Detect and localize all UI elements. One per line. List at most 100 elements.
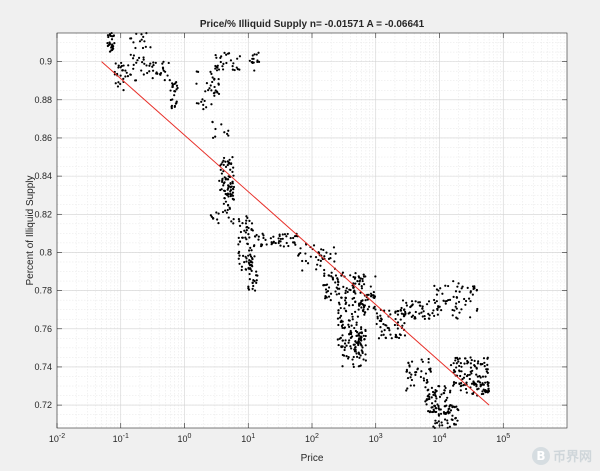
data-point: [478, 374, 481, 378]
data-point: [439, 287, 442, 290]
data-point: [472, 382, 476, 385]
data-point: [132, 67, 135, 70]
data-point: [173, 104, 176, 108]
data-point: [457, 282, 460, 285]
data-point: [152, 61, 155, 64]
data-point: [451, 418, 454, 421]
data-point: [404, 312, 407, 315]
data-point: [385, 324, 388, 327]
data-point: [460, 384, 463, 387]
data-point: [132, 41, 135, 44]
data-point: [443, 385, 446, 388]
data-point: [351, 315, 354, 318]
data-point: [142, 73, 145, 76]
data-point: [329, 292, 333, 295]
data-point: [215, 56, 218, 59]
data-point: [340, 345, 343, 348]
data-point: [470, 358, 473, 362]
data-point: [361, 309, 365, 312]
data-point: [424, 372, 428, 375]
data-point: [432, 408, 435, 411]
data-point: [232, 174, 235, 177]
data-point: [364, 334, 367, 338]
data-point: [399, 318, 402, 321]
data-point: [372, 290, 375, 294]
data-point: [333, 260, 336, 263]
data-point: [405, 368, 409, 371]
data-point: [423, 317, 426, 320]
data-point: [214, 135, 217, 138]
data-point: [419, 375, 422, 379]
data-point: [446, 422, 449, 425]
data-point: [444, 400, 447, 403]
data-point: [361, 279, 364, 283]
data-point: [209, 214, 212, 217]
data-point: [461, 285, 464, 288]
data-point: [471, 369, 474, 372]
data-point: [349, 274, 352, 277]
fit-line: [101, 61, 490, 406]
data-point: [247, 254, 250, 257]
data-point: [195, 82, 198, 85]
data-point: [221, 161, 224, 164]
data-point: [436, 308, 439, 311]
data-point: [205, 106, 208, 109]
data-point: [238, 250, 241, 253]
data-point: [214, 67, 217, 70]
data-point: [379, 314, 382, 317]
data-point: [113, 42, 116, 45]
data-point: [329, 299, 332, 302]
data-point: [232, 62, 235, 65]
data-point: [223, 196, 226, 200]
data-point: [281, 237, 284, 240]
data-point: [386, 326, 389, 329]
data-point: [342, 285, 345, 288]
data-point: [229, 189, 233, 192]
data-point: [429, 369, 432, 372]
data-point: [428, 397, 431, 401]
data-point: [207, 89, 210, 92]
data-point: [141, 46, 145, 50]
data-point: [231, 191, 235, 194]
data-point: [484, 381, 487, 384]
data-point: [388, 329, 391, 332]
data-point: [366, 298, 369, 301]
data-point: [360, 306, 363, 309]
data-point: [447, 407, 450, 411]
data-point: [334, 290, 337, 293]
data-point: [401, 299, 405, 302]
data-point: [359, 277, 362, 280]
data-point: [223, 51, 226, 54]
data-point: [274, 241, 277, 245]
data-point: [360, 339, 363, 342]
data-point: [350, 347, 353, 350]
data-point: [444, 284, 447, 287]
data-point: [320, 248, 323, 251]
data-point: [460, 365, 463, 368]
data-point: [486, 363, 489, 366]
data-point: [322, 248, 325, 252]
data-point: [347, 323, 350, 326]
data-point: [227, 195, 230, 198]
data-point: [466, 362, 469, 365]
data-point: [435, 293, 439, 296]
data-point: [357, 308, 360, 311]
data-point: [475, 289, 478, 292]
data-point: [362, 283, 366, 286]
data-point: [291, 241, 295, 244]
data-point: [402, 308, 406, 311]
data-point: [279, 240, 282, 243]
data-point: [449, 409, 453, 412]
data-point: [424, 386, 427, 389]
data-point: [447, 412, 450, 415]
data-point: [248, 259, 251, 262]
data-point: [358, 280, 361, 283]
data-point: [229, 195, 232, 198]
data-point: [227, 134, 230, 137]
data-point: [216, 218, 219, 221]
data-point: [375, 322, 378, 326]
data-point: [244, 231, 247, 234]
data-point: [469, 290, 472, 293]
data-point: [406, 376, 410, 380]
data-point: [222, 159, 225, 162]
